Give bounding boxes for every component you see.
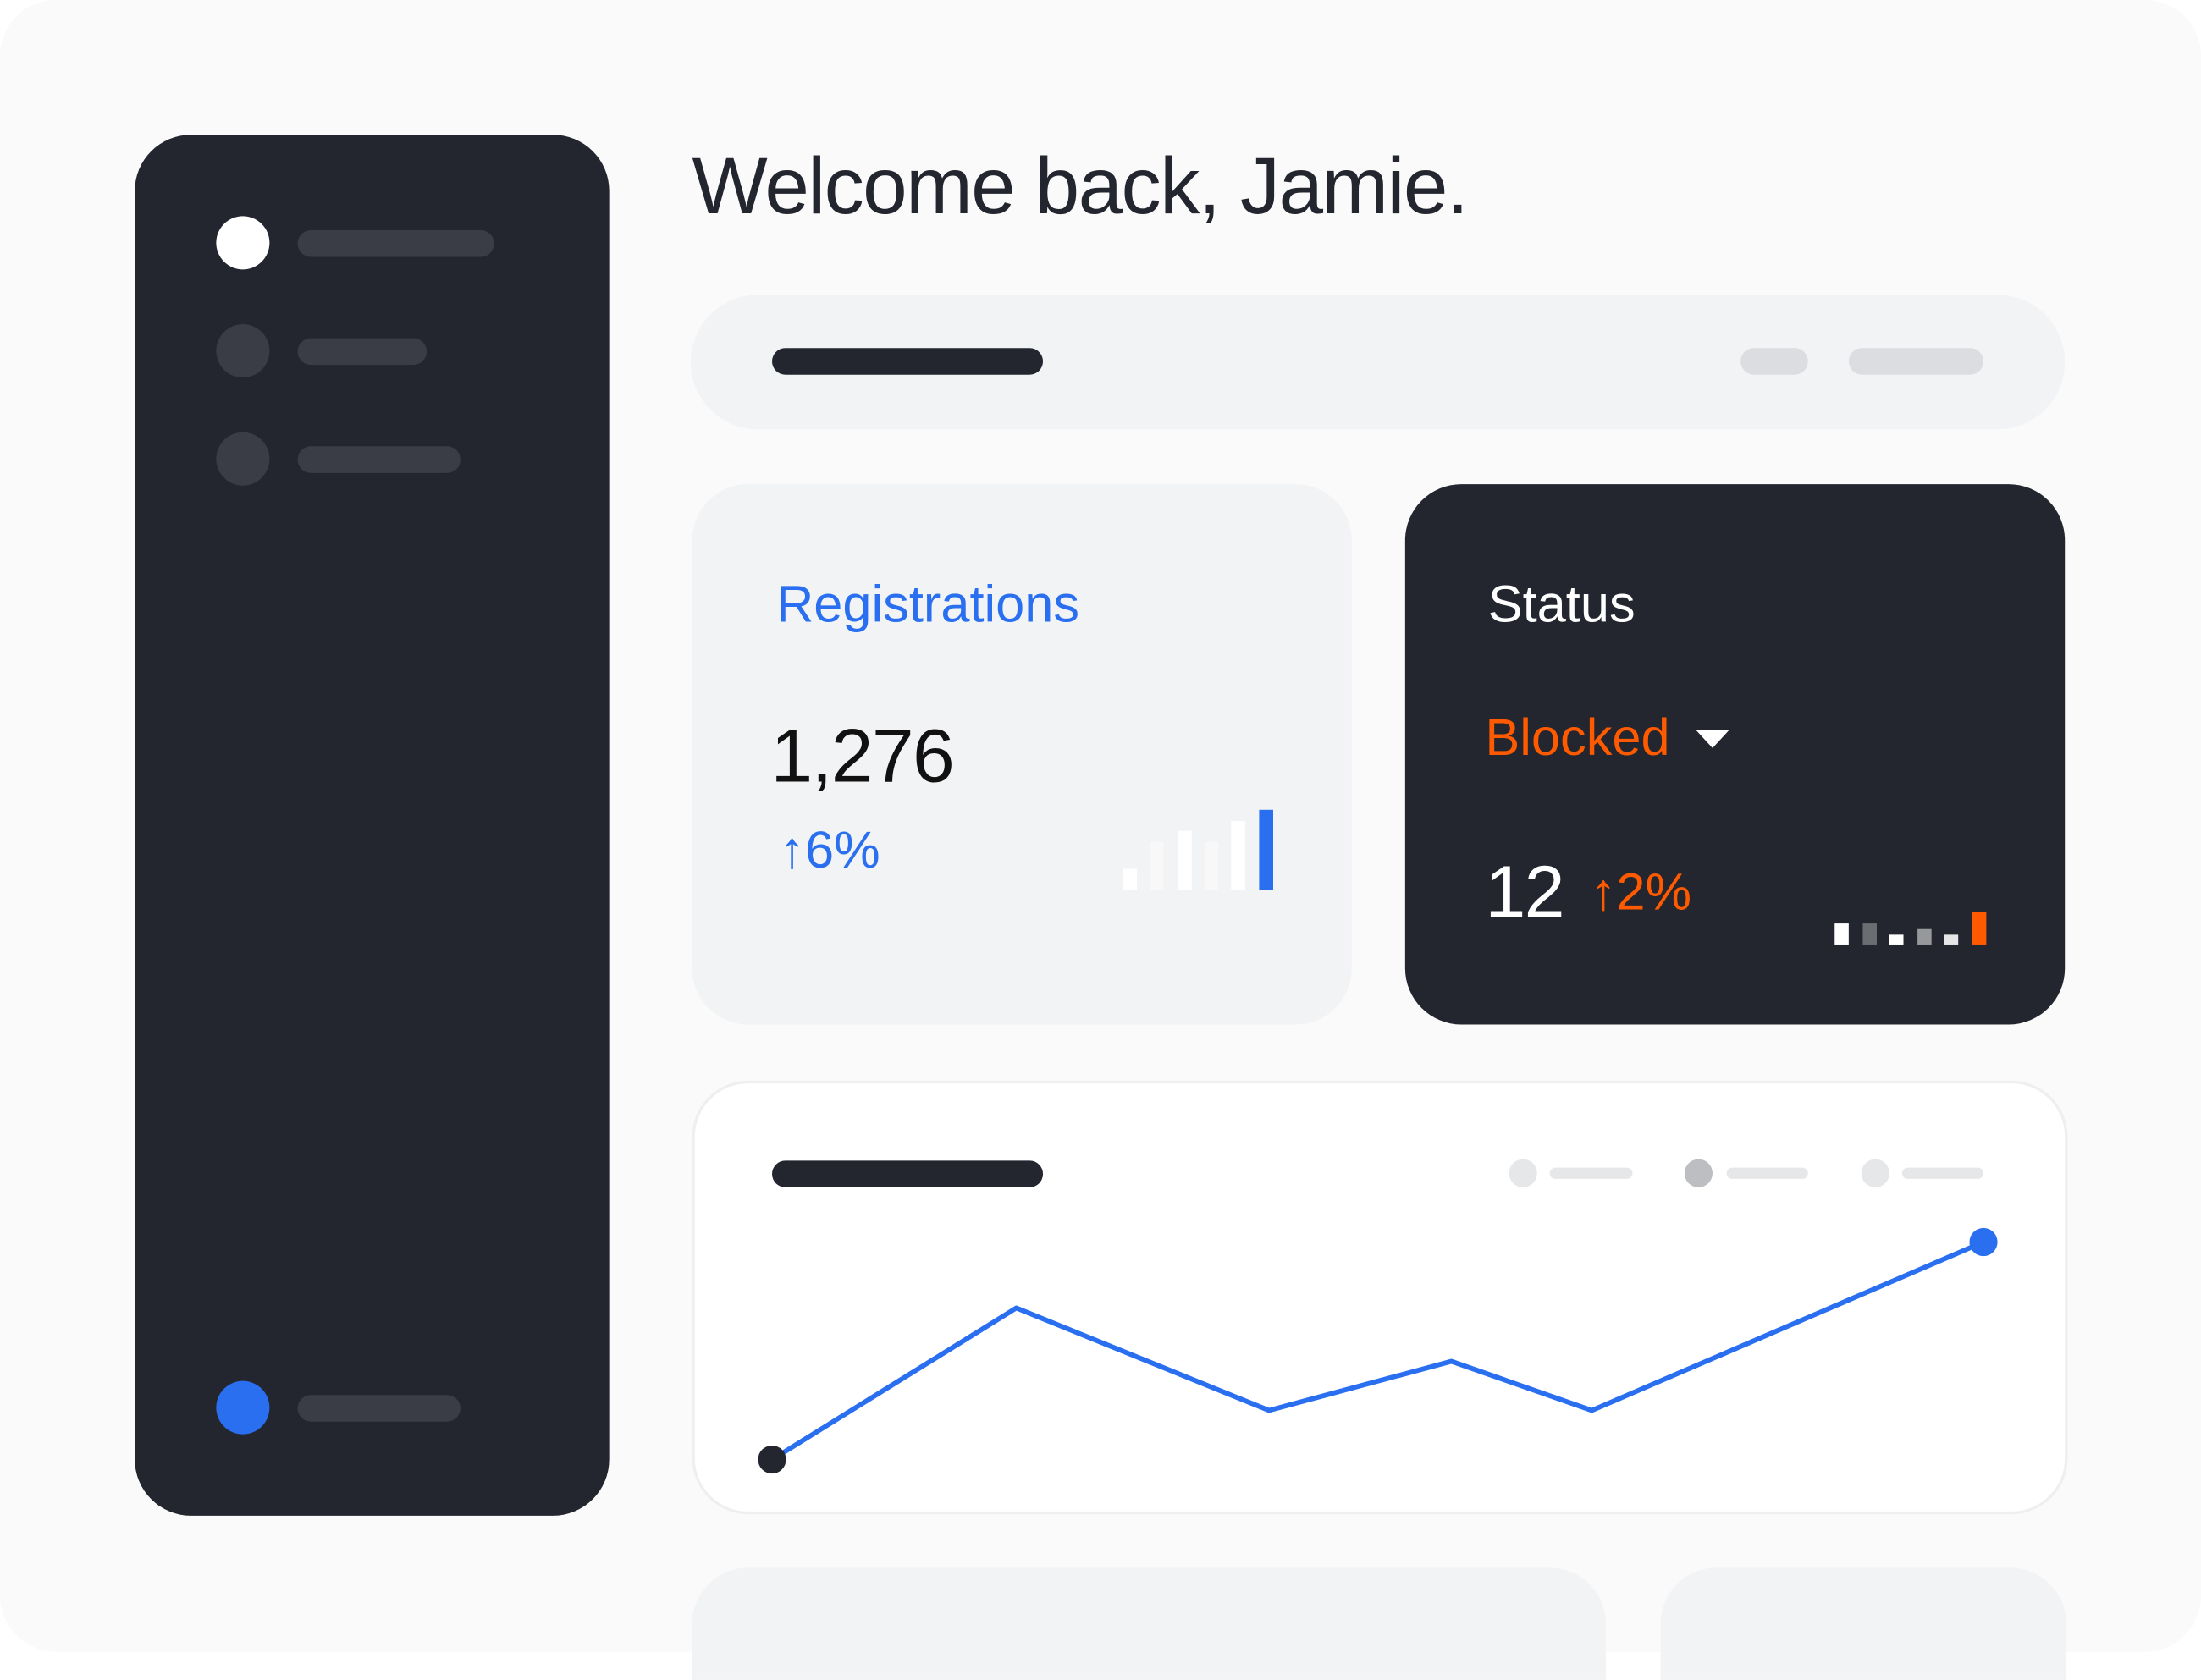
sparkline-bar	[1944, 934, 1959, 945]
sparkline-bar	[1231, 820, 1246, 890]
sparkline-bar	[1258, 809, 1273, 890]
arrow-up-icon: ↑	[1590, 862, 1617, 921]
line-chart-card	[692, 1080, 2068, 1515]
legend-dot-3[interactable]	[1861, 1159, 1889, 1187]
sparkline-bar	[1123, 868, 1138, 890]
status-value: 12	[1485, 851, 1564, 934]
series-line	[770, 1239, 1985, 1462]
sidebar-item-1-icon[interactable]	[216, 216, 270, 270]
sidebar-item-3-icon[interactable]	[216, 432, 270, 486]
registrations-card	[692, 484, 1352, 1025]
sidebar-item-2-label[interactable]	[297, 338, 428, 366]
sparkline-bar	[1834, 923, 1849, 945]
start-point[interactable]	[758, 1445, 786, 1474]
registrations-value: 1,276	[770, 714, 954, 799]
sparkline-bar	[1204, 841, 1219, 890]
sparkline-bar	[1177, 831, 1192, 890]
toolbar-title-placeholder	[772, 348, 1044, 375]
sparkline-bar	[1889, 934, 1904, 945]
profile-label[interactable]	[297, 1395, 461, 1422]
bottom-card-2	[1660, 1567, 2066, 1680]
legend-dot-2[interactable]	[1684, 1159, 1713, 1187]
sidebar-item-2-icon[interactable]	[216, 324, 270, 378]
toolbar-button-1[interactable]	[1740, 348, 1808, 375]
sparkline-bar	[1150, 841, 1165, 890]
legend-dot-1[interactable]	[1509, 1159, 1537, 1187]
status-change: ↑2%	[1591, 863, 1691, 923]
sparkline-bar	[1917, 928, 1931, 945]
registrations-change: ↑6%	[779, 821, 880, 880]
status-sparkline	[1834, 889, 1989, 945]
registrations-label: Registrations	[775, 575, 1080, 633]
registrations-change-value: 6%	[804, 821, 880, 879]
legend-label-2	[1726, 1167, 1808, 1179]
end-point[interactable]	[1969, 1227, 1998, 1257]
status-dropdown[interactable]: Blocked	[1485, 708, 1729, 768]
sparkline-bar	[1971, 912, 1986, 945]
page-title: Welcome back, Jamie.	[692, 141, 1469, 232]
sidebar-item-1-label[interactable]	[297, 229, 494, 257]
legend-label-1	[1549, 1167, 1633, 1179]
sidebar-item-3-label[interactable]	[297, 446, 461, 473]
bottom-card-1	[692, 1567, 1606, 1680]
toolbar-button-2[interactable]	[1848, 348, 1984, 375]
legend-label-3	[1901, 1167, 1984, 1179]
registrations-sparkline	[1123, 778, 1277, 890]
arrow-up-icon: ↑	[779, 821, 805, 879]
sparkline-bar	[1862, 923, 1877, 945]
avatar[interactable]	[216, 1380, 270, 1435]
status-change-value: 2%	[1616, 862, 1692, 921]
status-label: Status	[1487, 575, 1636, 633]
sidebar	[135, 135, 610, 1516]
status-selected: Blocked	[1485, 708, 1670, 767]
chevron-down-icon	[1695, 729, 1729, 747]
chart-title-placeholder	[772, 1160, 1044, 1187]
